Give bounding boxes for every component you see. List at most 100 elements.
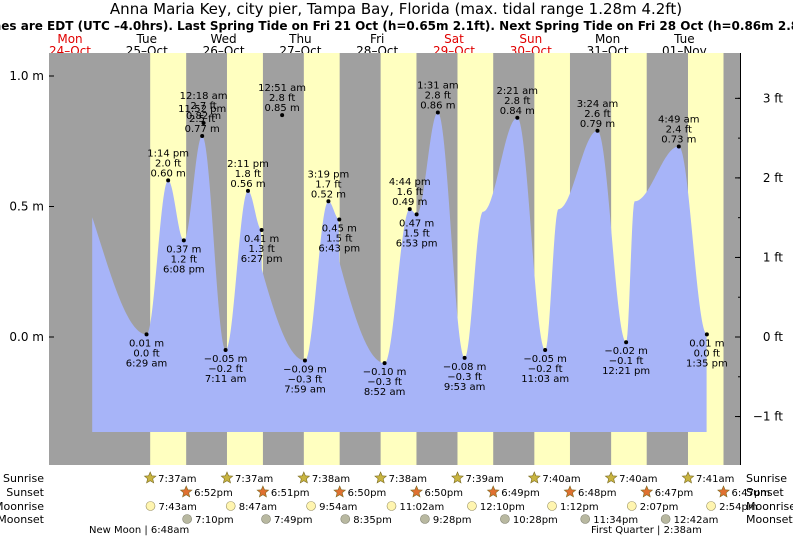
time: 3:24 am	[577, 99, 619, 110]
time: 12:18 am	[180, 91, 228, 102]
height-m: 0.60 m	[151, 168, 186, 179]
time: 11:03 am	[521, 374, 569, 385]
sunset-icon	[333, 485, 347, 498]
low-tide-label: −0.09 m−0.3 ft7:59 am	[283, 358, 327, 395]
height-ft: 1.2 ft	[171, 254, 197, 265]
height-ft: 0.0 ft	[694, 348, 720, 359]
extreme-dot	[200, 134, 205, 139]
low-tide-label: 0.01 m0.0 ft6:29 am	[126, 332, 168, 369]
moonrise-time: 2:07pm	[640, 502, 679, 513]
high-tide-label: 0.84 m2.8 ft2:21 am	[497, 86, 538, 120]
height-m: −0.05 m	[523, 354, 567, 365]
left-tick-label: 0.5 m	[9, 200, 44, 214]
height-m: 0.01 m	[129, 338, 164, 349]
time: 2:11 pm	[227, 159, 269, 170]
time: 7:11 am	[205, 374, 247, 385]
right-tick-label: 1 ft	[763, 250, 783, 264]
sunset-time: 6:50pm	[348, 488, 387, 499]
height-m: 0.47 m	[399, 218, 434, 229]
time: 6:27 pm	[241, 254, 283, 265]
time: 12:51 am	[258, 83, 306, 94]
sunrise-icon	[527, 471, 541, 484]
high-tide-label: 0.79 m2.6 ft3:24 am	[577, 99, 619, 133]
height-ft: 2.7 ft	[190, 101, 216, 112]
height-ft: 2.0 ft	[155, 158, 181, 169]
time: 1:14 pm	[147, 148, 189, 159]
day-name: Sun	[519, 32, 542, 46]
tide-curve	[92, 112, 707, 432]
sunset-time: 6:48pm	[578, 488, 617, 499]
sunrise-icon	[604, 471, 618, 484]
height-ft: 2.4 ft	[666, 124, 692, 135]
moonset-time: 11:34pm	[593, 515, 638, 526]
moonrise-row-label: Moonrise	[0, 500, 44, 513]
high-tide-label: 0.56 m1.8 ft2:11 pm	[227, 159, 269, 193]
sunset-icon	[486, 485, 500, 498]
height-m: 0.79 m	[580, 119, 615, 130]
height-m: 0.45 m	[322, 224, 357, 235]
extreme-dot	[144, 332, 149, 337]
sunset-row-label: Sunset	[6, 486, 44, 499]
extreme-dot	[414, 212, 419, 217]
moonrise-icon	[145, 501, 156, 511]
high-tide-label: 0.49 m1.6 ft4:44 pm	[389, 177, 431, 212]
time: 4:44 pm	[389, 177, 431, 188]
height-ft: −0.3 ft	[447, 372, 482, 383]
time: 6:53 pm	[396, 238, 438, 249]
sunset-icon	[563, 485, 577, 498]
moonrise-icon	[547, 501, 557, 511]
sunset-time: 6:50pm	[424, 488, 463, 499]
time: 6:29 am	[126, 358, 168, 369]
sunrise-time: 7:40am	[619, 474, 657, 485]
sunset-time: 6:47pm	[732, 488, 771, 499]
moonset-icon	[580, 514, 591, 524]
extreme-dot	[245, 188, 250, 193]
moonrise-icon	[306, 501, 316, 511]
astro-rows: SunriseSunriseSunsetSunsetMoonriseMoonri…	[0, 471, 793, 536]
sunset-icon	[410, 485, 423, 498]
first-quarter-note: First Quarter | 2:38am	[591, 525, 702, 536]
height-ft: 1.5 ft	[326, 234, 352, 245]
height-ft: 2.6 ft	[584, 109, 610, 120]
high-tide-label: 0.86 m2.8 ft1:31 am	[417, 81, 459, 115]
moonrise-time: 9:54am	[319, 502, 357, 513]
height-m: 0.01 m	[689, 338, 724, 349]
time: 12:21 pm	[602, 366, 650, 377]
sunset-icon	[640, 485, 654, 498]
moonset-time: 9:28pm	[433, 515, 472, 526]
sunrise-icon	[374, 471, 388, 484]
low-tide-label: 0.37 m1.2 ft6:08 pm	[163, 238, 205, 275]
day-name: Fri	[370, 32, 384, 46]
moonset-time: 10:28pm	[513, 515, 558, 526]
height-m: 0.85 m	[265, 103, 300, 114]
left-tick-label: 1.0 m	[9, 69, 44, 83]
moonrise-time: 12:10pm	[480, 502, 525, 513]
height-ft: 1.7 ft	[315, 179, 341, 190]
height-m: 0.41 m	[244, 234, 279, 245]
day-name: Thu	[288, 32, 312, 46]
sunrise-icon	[297, 471, 311, 484]
moonrise-icon	[706, 501, 716, 511]
moonset-row-label: Moonset	[0, 513, 45, 526]
extreme-dot	[676, 144, 681, 149]
moonset-icon	[660, 514, 671, 524]
sunset-row-label-right: Sunset	[746, 486, 784, 499]
time: 4:49 am	[658, 114, 700, 125]
height-m: 0.86 m	[420, 101, 455, 112]
height-ft: 1.3 ft	[248, 244, 274, 255]
height-ft: −0.1 ft	[609, 356, 644, 367]
height-m: 0.77 m	[185, 124, 220, 135]
height-m: 0.56 m	[230, 179, 265, 190]
day-name: Wed	[211, 32, 237, 46]
height-m: 0.82 m	[186, 111, 221, 122]
sunrise-icon	[681, 471, 695, 484]
extreme-dot	[462, 355, 467, 360]
height-ft: −0.3 ft	[367, 377, 402, 388]
day-name: Tue	[136, 32, 158, 46]
moonrise-icon	[626, 501, 637, 511]
moonset-icon	[420, 514, 430, 524]
height-m: −0.09 m	[283, 364, 327, 375]
sunrise-row-label-right: Sunrise	[746, 472, 787, 485]
